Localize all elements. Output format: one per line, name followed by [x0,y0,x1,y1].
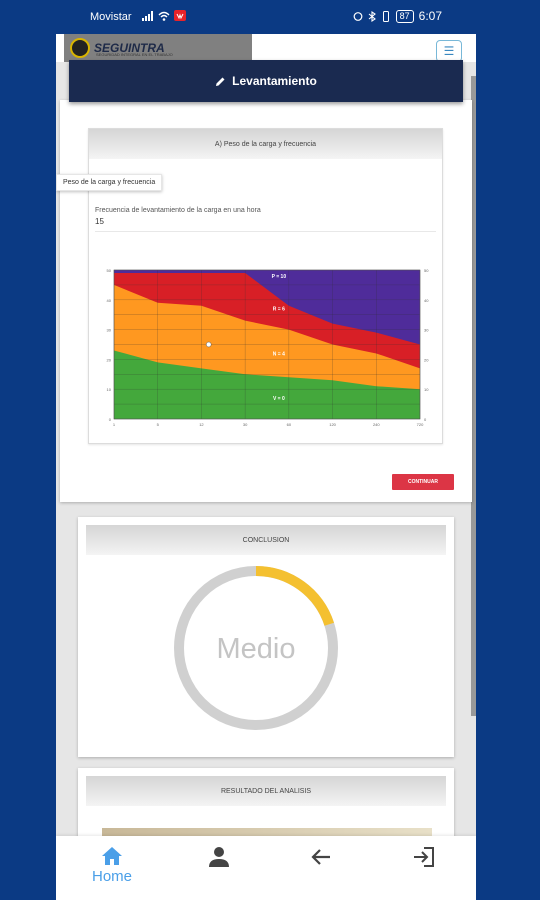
result-bar [102,828,432,838]
arrow-left-icon [311,849,330,865]
band-label: V = 0 [273,396,285,402]
alarm-icon [353,12,363,21]
logout-icon [414,847,434,867]
nav-back[interactable] [291,846,351,890]
nav-profile[interactable] [189,846,249,890]
y-tick-label: 40 [107,298,112,303]
x-tick-label: 120 [329,422,336,427]
carrier-name: Movistar [90,11,132,23]
bottom-nav: Home [56,836,476,900]
vibrate-icon [382,10,389,22]
x-tick-label: 60 [287,422,292,427]
conclusion-card: CONCLUSION Medio [78,517,454,757]
bluetooth-icon [368,10,376,22]
y-tick-label: 0 [109,417,112,422]
battery-icon: 87 [395,9,414,23]
y-tick-label: 30 [107,328,112,333]
band-label: P = 10 [272,274,287,280]
wifi-icon [158,11,170,21]
band-label: N = 4 [273,351,285,357]
x-tick-label: 1 [113,422,116,427]
status-right: 87 6:07 [353,9,442,23]
logo-mark-icon [70,38,90,58]
result-header: RESULTADO DEL ANALISIS [86,776,446,806]
frequency-label: Frecuencia de levantamiento de la carga … [95,207,261,214]
x-tick-label: 5 [157,422,160,427]
conclusion-gauge: Medio [174,566,338,730]
nav-home-label: Home [91,868,132,885]
y2-tick-label: 10 [424,387,429,392]
y2-tick-label: 0 [424,417,427,422]
nav-logout[interactable] [394,846,454,890]
y-tick-label: 50 [107,268,112,273]
x-tick-label: 240 [373,422,380,427]
section-a-panel: A) Peso de la carga y frecuencia Frecuen… [88,128,443,444]
load-frequency-chart: 0 10 20 30 40 50 0 10 20 30 40 50 1 5 12 30 60 120 240 720 V… [107,268,430,427]
signal-icon [142,10,153,21]
page-title: Levantamiento [232,74,317,88]
section-a-header: A) Peso de la carga y frecuencia [89,129,442,159]
gauge-progress [174,566,338,730]
logo-subtitle: SEGURIDAD INTEGRAL EN EL TRABAJO [96,52,173,57]
home-icon [102,847,122,865]
menu-button[interactable]: ☰ [436,40,462,62]
continue-button[interactable]: CONTINUAR [392,474,454,490]
logo-text: SEGUINTRA [94,41,165,55]
page-title-bar: Levantamiento [69,60,463,102]
tooltip: Peso de la carga y frecuencia [56,174,163,191]
band-label: R = 6 [273,307,285,313]
plot-frame [113,269,421,420]
hamburger-icon: ☰ [443,44,455,58]
scrollbar[interactable] [471,76,476,716]
gauge-value: Medio [217,633,296,665]
levantamiento-card: A) Peso de la carga y frecuencia Frecuen… [60,100,472,502]
y2-tick-label: 30 [424,328,429,333]
app-bar: SEGUINTRA SEGURIDAD INTEGRAL EN EL TRABA… [56,34,476,62]
y2-tick-label: 20 [424,357,429,362]
y2-tick-label: 50 [424,268,429,273]
y2-tick-label: 40 [424,298,429,303]
x-tick-label: 12 [199,422,204,427]
data-point [205,341,212,348]
y-tick-label: 10 [107,387,112,392]
person-icon [209,847,229,867]
y-tick-label: 20 [107,357,112,362]
clock: 6:07 [418,9,442,23]
pencil-icon [216,77,225,86]
phone-screen: Movistar 87 6:07 SEGUINTRA SEGURIDAD INT… [56,0,476,900]
frequency-underline [95,231,436,232]
x-tick-label: 30 [243,422,248,427]
signal-icons [142,10,186,21]
frequency-value[interactable]: 15 [95,217,104,226]
status-bar: Movistar 87 6:07 [56,0,476,34]
nav-home[interactable]: Home [82,846,142,890]
app-notification-icon [174,10,186,21]
logo[interactable]: SEGUINTRA SEGURIDAD INTEGRAL EN EL TRABA… [64,34,252,62]
x-tick-label: 720 [417,422,424,427]
band-green [114,350,420,419]
conclusion-header: CONCLUSION [86,525,446,555]
